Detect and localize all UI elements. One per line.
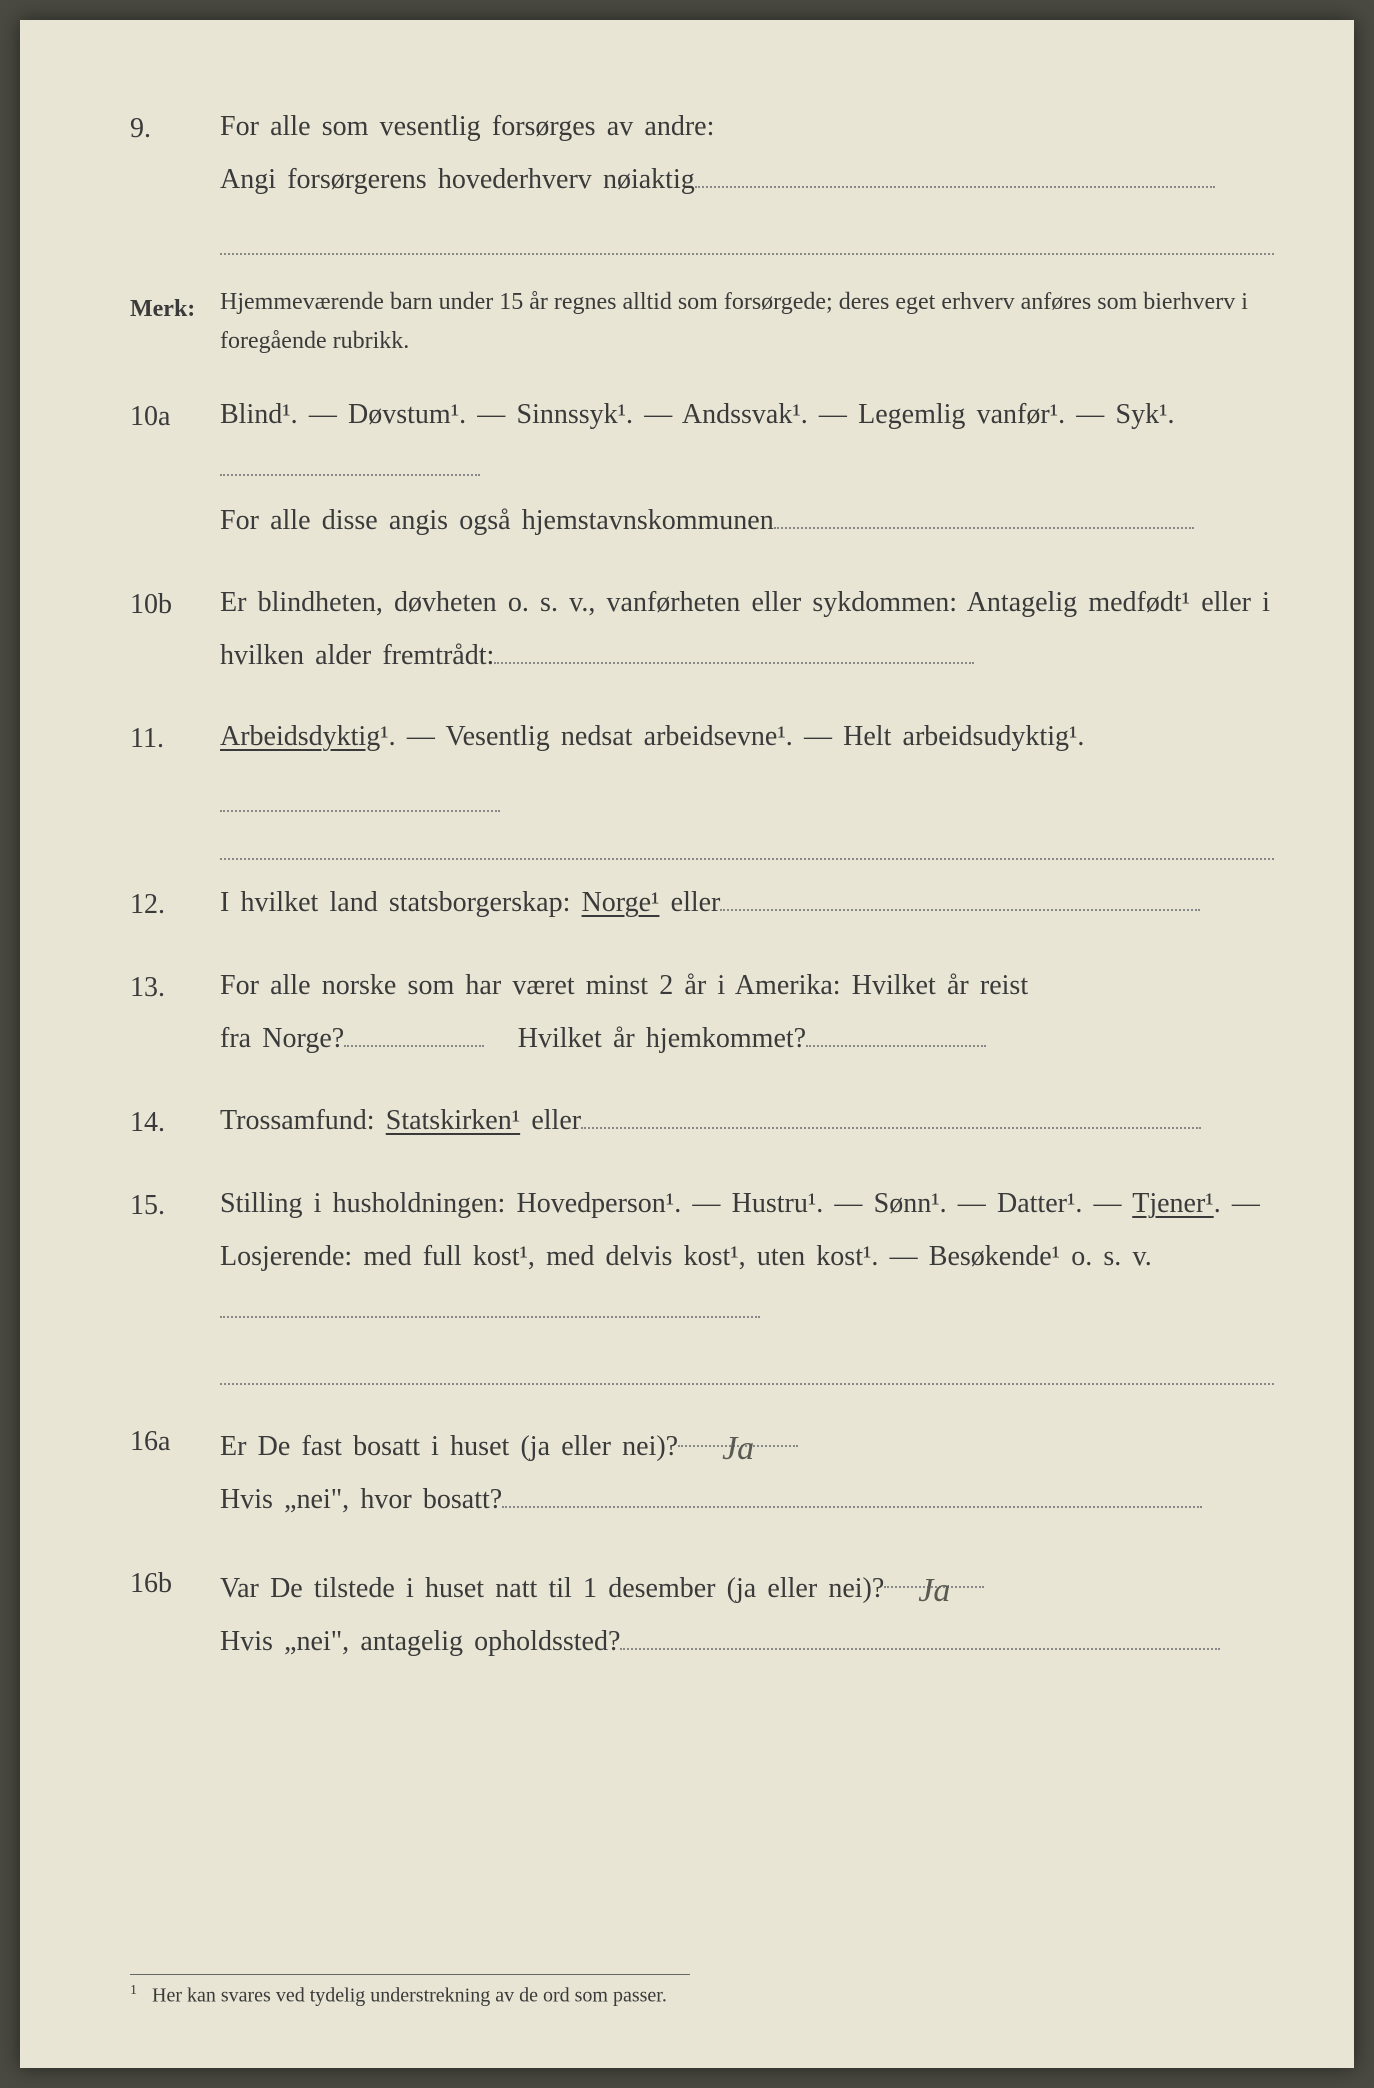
q16b-text: Var De tilstede i huset natt til 1 desem… <box>220 1573 884 1604</box>
q9-line1: For alle som vesentlig forsørges av andr… <box>220 111 714 142</box>
q11-blank <box>220 767 500 812</box>
q10b-number: 10b <box>130 576 220 682</box>
q10a-number: 10a <box>130 388 220 548</box>
q13-content: For alle norske som har været minst 2 år… <box>220 959 1274 1065</box>
q12-pre: I hvilket land statsborgerskap: <box>220 887 582 918</box>
q16a-answer: Ja <box>722 1430 754 1467</box>
question-16b: 16b Var De tilstede i huset natt til 1 d… <box>130 1555 1274 1668</box>
q15-underlined: Tjener¹ <box>1132 1188 1213 1219</box>
q15-blank <box>220 1285 760 1319</box>
q15-pre: Stilling i husholdningen: Hovedperson¹. … <box>220 1188 1132 1219</box>
q10a-content: Blind¹. — Døvstum¹. — Sinnssyk¹. — Andss… <box>220 388 1274 548</box>
q13-blank2 <box>806 1014 986 1048</box>
q9-blank <box>695 155 1215 189</box>
q14-blank <box>581 1095 1201 1129</box>
q12-underlined: Norge¹ <box>582 887 660 918</box>
q16a-blank2 <box>502 1475 1202 1509</box>
census-form-page: 9. For alle som vesentlig forsørges av a… <box>20 20 1354 2068</box>
q16b-answer-blank: Ja <box>884 1555 984 1589</box>
q13-line1: For alle norske som har været minst 2 år… <box>220 970 1028 1001</box>
q12-post: eller <box>659 887 720 918</box>
question-12: 12. I hvilket land statsborgerskap: Norg… <box>130 876 1274 931</box>
q16b-answer: Ja <box>918 1572 950 1609</box>
question-13: 13. For alle norske som har været minst … <box>130 959 1274 1065</box>
q16b-blank2 <box>620 1616 1220 1650</box>
question-15: 15. Stilling i husholdningen: Hovedperso… <box>130 1177 1274 1385</box>
q16a-content: Er De fast bosatt i huset (ja eller nei)… <box>220 1413 1274 1526</box>
q16a-line2: Hvis „nei", hvor bosatt? <box>220 1484 502 1515</box>
q11-number: 11. <box>130 710 220 830</box>
q13-line2b: Hvilket år hjemkommet? <box>518 1023 806 1054</box>
question-10b: 10b Er blindheten, døvheten o. s. v., va… <box>130 576 1274 682</box>
footnote: 1 Her kan svares ved tydelig understrekn… <box>130 1974 690 2008</box>
q16a-number: 16a <box>130 1413 220 1526</box>
q9-line2: Angi forsørgerens hovederhverv nøiaktig <box>220 164 695 195</box>
q16a-text: Er De fast bosatt i huset (ja eller nei)… <box>220 1431 678 1462</box>
q14-post: eller <box>520 1105 581 1136</box>
q11-rest: ¹. — Vesentlig nedsat arbeidsevne¹. — He… <box>380 721 1084 752</box>
q9-blank-line <box>220 210 1274 255</box>
q12-content: I hvilket land statsborgerskap: Norge¹ e… <box>220 876 1274 931</box>
merk-text: Hjemmeværende barn under 15 år regnes al… <box>220 283 1274 360</box>
q10b-content: Er blindheten, døvheten o. s. v., vanfør… <box>220 576 1274 682</box>
q10b-blank <box>494 630 974 664</box>
question-10a: 10a Blind¹. — Døvstum¹. — Sinnssyk¹. — A… <box>130 388 1274 548</box>
merk-note: Merk: Hjemmeværende barn under 15 år reg… <box>130 283 1274 360</box>
divider-1 <box>220 858 1274 860</box>
q16b-line2: Hvis „nei", antagelig opholdssted? <box>220 1626 620 1657</box>
q15-content: Stilling i husholdningen: Hovedperson¹. … <box>220 1177 1274 1385</box>
q12-number: 12. <box>130 876 220 931</box>
q16a-answer-blank: Ja <box>678 1413 798 1447</box>
q16b-content: Var De tilstede i huset natt til 1 desem… <box>220 1555 1274 1668</box>
q10a-blank2 <box>774 496 1194 530</box>
footnote-text: Her kan svares ved tydelig understreknin… <box>152 1985 667 2007</box>
question-16a: 16a Er De fast bosatt i huset (ja eller … <box>130 1413 1274 1526</box>
q14-underlined: Statskirken¹ <box>386 1105 520 1136</box>
q13-line2a: fra Norge? <box>220 1023 344 1054</box>
q9-number: 9. <box>130 100 220 255</box>
q14-content: Trossamfund: Statskirken¹ eller <box>220 1094 1274 1149</box>
q12-blank <box>720 877 1200 911</box>
q10a-blank1 <box>220 443 480 477</box>
q11-content: Arbeidsdyktig¹. — Vesentlig nedsat arbei… <box>220 710 1274 830</box>
q15-blank-line <box>220 1340 1274 1385</box>
q14-pre: Trossamfund: <box>220 1105 386 1136</box>
q10a-line2: For alle disse angis også hjemstavnskomm… <box>220 505 774 536</box>
footnote-marker: 1 <box>130 1983 137 1998</box>
question-14: 14. Trossamfund: Statskirken¹ eller <box>130 1094 1274 1149</box>
q14-number: 14. <box>130 1094 220 1149</box>
q13-blank1 <box>344 1014 484 1048</box>
merk-label: Merk: <box>130 283 220 360</box>
q13-number: 13. <box>130 959 220 1065</box>
q11-opt1: Arbeidsdyktig <box>220 721 380 752</box>
q16b-number: 16b <box>130 1555 220 1668</box>
question-9: 9. For alle som vesentlig forsørges av a… <box>130 100 1274 255</box>
q15-number: 15. <box>130 1177 220 1385</box>
q10a-options: Blind¹. — Døvstum¹. — Sinnssyk¹. — Andss… <box>220 399 1174 430</box>
question-11: 11. Arbeidsdyktig¹. — Vesentlig nedsat a… <box>130 710 1274 830</box>
q9-content: For alle som vesentlig forsørges av andr… <box>220 100 1274 255</box>
